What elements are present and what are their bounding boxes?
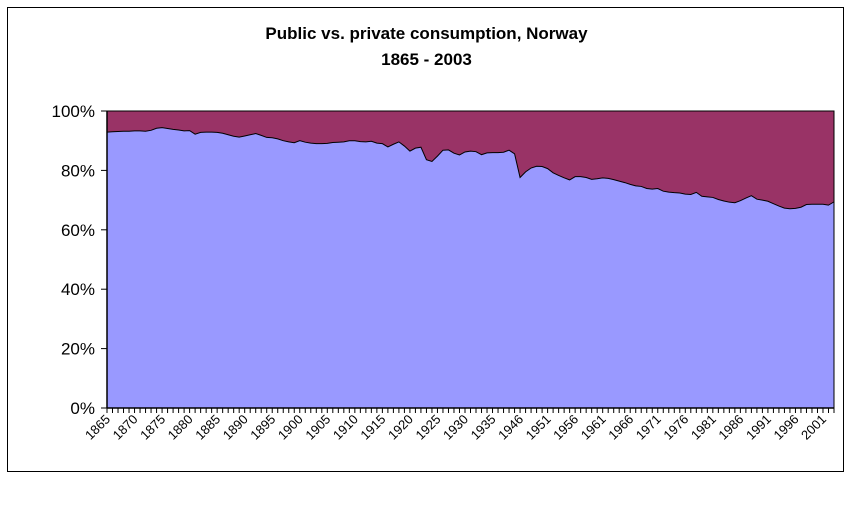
area-private-consumption (107, 127, 834, 408)
x-tick-label: 1966 (605, 412, 636, 443)
x-tick-label: 1925 (413, 412, 444, 443)
x-tick-label: 1991 (743, 412, 774, 443)
x-tick-label: 1905 (302, 412, 333, 443)
x-tick-label: 1986 (715, 412, 746, 443)
x-tick-label: 1946 (495, 412, 526, 443)
chart-subtitle: 1865 - 2003 (381, 50, 472, 69)
x-tick-label: 1885 (192, 412, 223, 443)
y-tick-label: 20% (61, 340, 95, 359)
x-tick-label: 2001 (798, 412, 829, 443)
y-tick-label: 80% (61, 161, 95, 180)
x-tick-label: 1956 (550, 412, 581, 443)
chart-title: Public vs. private consumption, Norway (265, 24, 588, 43)
x-tick-label: 1895 (247, 412, 278, 443)
x-tick-label: 1870 (110, 412, 141, 443)
x-tick-label: 1935 (468, 412, 499, 443)
y-tick-label: 40% (61, 280, 95, 299)
x-tick-label: 1900 (275, 412, 306, 443)
x-tick-label: 1961 (578, 412, 609, 443)
x-tick-label: 1890 (220, 412, 251, 443)
x-tick-label: 1951 (523, 412, 554, 443)
x-tick-label: 1971 (633, 412, 664, 443)
x-tick-label: 1880 (165, 412, 196, 443)
y-tick-label: 60% (61, 221, 95, 240)
y-tick-label: 100% (52, 102, 95, 121)
x-tick-label: 1930 (440, 412, 471, 443)
x-tick-label: 1915 (357, 412, 388, 443)
x-tick-label: 1920 (385, 412, 416, 443)
x-tick-label: 1976 (660, 412, 691, 443)
y-tick-label: 0% (70, 399, 95, 418)
x-tick-label: 1910 (330, 412, 361, 443)
x-tick-label: 1875 (137, 412, 168, 443)
series-boundary-line (106, 127, 835, 210)
x-tick-label: 1996 (771, 412, 802, 443)
x-tick-label: 1981 (688, 412, 719, 443)
